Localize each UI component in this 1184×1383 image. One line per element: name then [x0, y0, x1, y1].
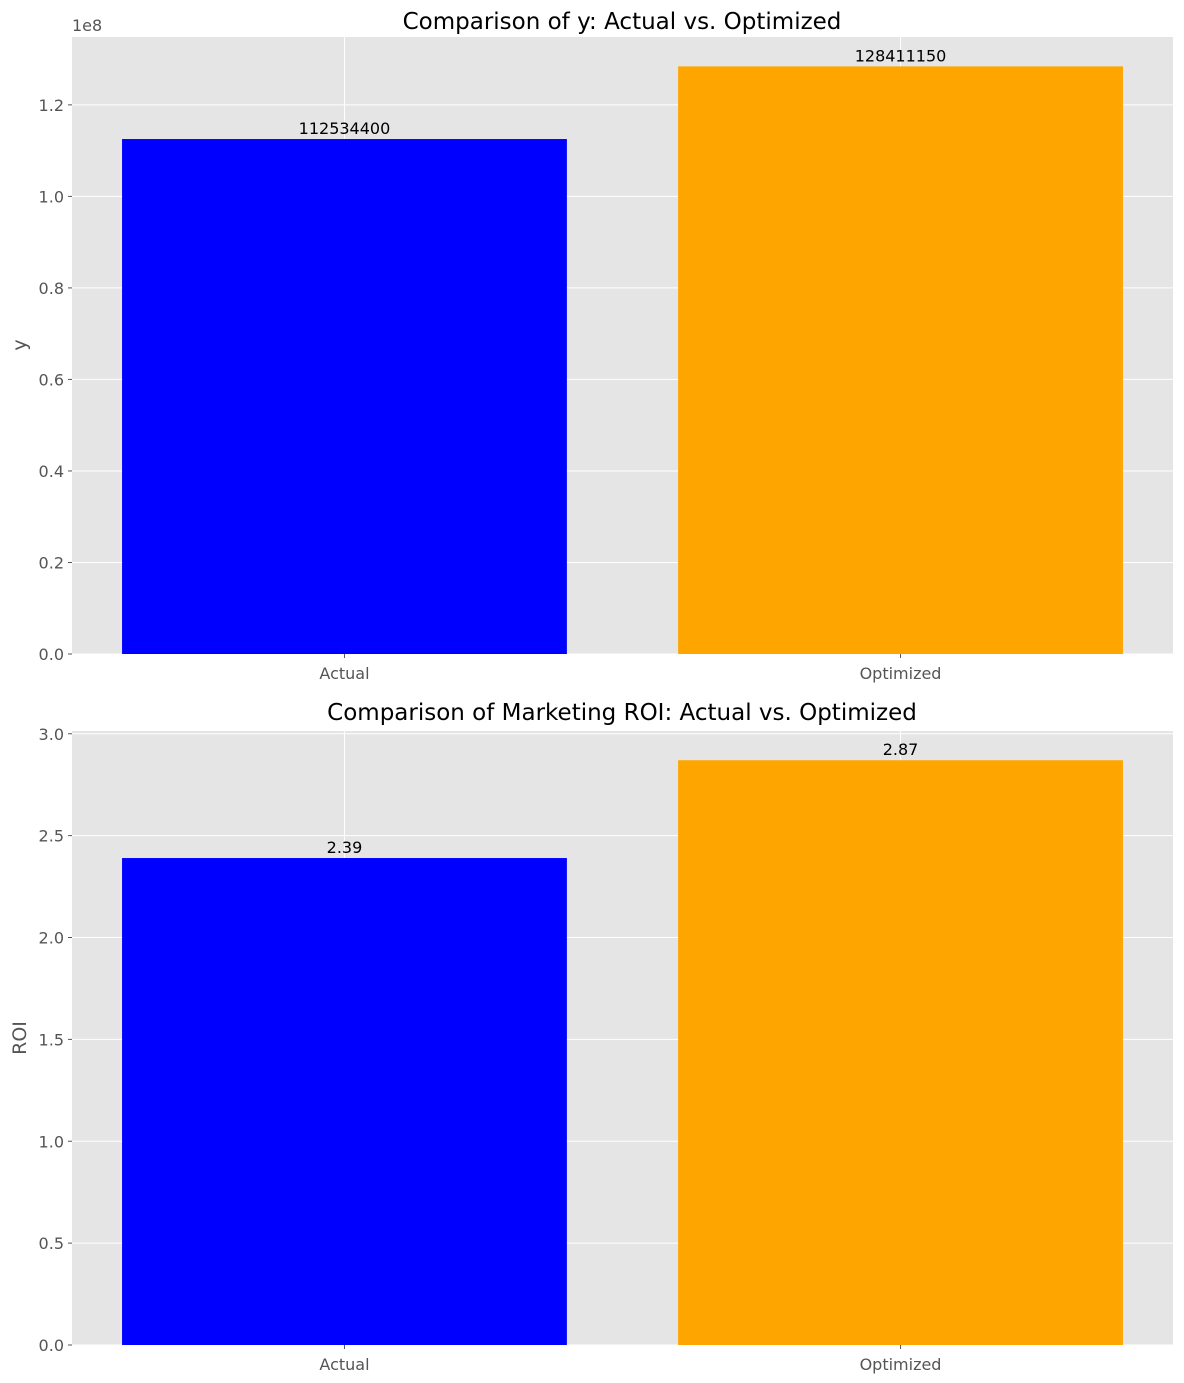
y-offset-label: 1e8: [72, 16, 102, 35]
y-tick-label: 2.5: [39, 827, 64, 846]
y-tick-label: 0.5: [39, 1234, 64, 1253]
y-tick-label: 1.0: [39, 1132, 64, 1151]
data-label: 112534400: [299, 119, 391, 138]
y-tick-label: 1.2: [39, 96, 64, 115]
y-tick-label: 0.2: [39, 553, 64, 572]
y-axis-label: y: [9, 339, 31, 350]
chart-title: Comparison of Marketing ROI: Actual vs. …: [327, 700, 917, 726]
y-tick-label: 3.0: [39, 725, 64, 744]
bar-actual: [122, 139, 567, 654]
y-tick-label: 1.5: [39, 1030, 64, 1049]
y-tick-label: 2.0: [39, 929, 64, 948]
chart-y-comparison: y 1e8 0.0 0.2 0.4 0.6 0.8 1.0 1.2 112534400 Actu…: [9, 9, 1173, 683]
y-tick-label: 0.0: [39, 645, 64, 664]
y-axis-label: ROI: [9, 1021, 31, 1055]
chart-title: Comparison of y: Actual vs. Optimized: [403, 9, 842, 35]
data-label: 128411150: [855, 46, 947, 65]
y-tick-label: 0.4: [39, 462, 64, 481]
bar-actual: [122, 858, 567, 1345]
x-tick-label: Optimized: [860, 664, 942, 683]
y-tick-label: 1.0: [39, 187, 64, 206]
y-tick-label: 0.6: [39, 370, 64, 389]
chart-roi-comparison: ROI 0.0 0.5 1.0 1.5 2.0 2.5 3.0 2.39 Actual 2.87 O…: [9, 700, 1173, 1374]
bar-optimized: [678, 66, 1123, 654]
x-tick-label: Actual: [319, 664, 369, 683]
y-tick-label: 0.0: [39, 1336, 64, 1355]
data-label: 2.87: [883, 740, 919, 759]
x-tick-label: Actual: [319, 1355, 369, 1374]
x-tick-label: Optimized: [860, 1355, 942, 1374]
y-tick-label: 0.8: [39, 279, 64, 298]
data-label: 2.39: [327, 838, 363, 857]
bar-optimized: [678, 760, 1123, 1345]
